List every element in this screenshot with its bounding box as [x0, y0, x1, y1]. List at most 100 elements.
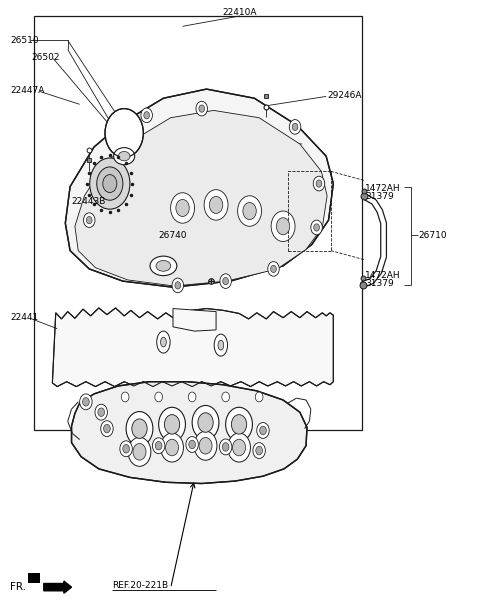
Circle shape: [260, 426, 266, 435]
Circle shape: [133, 444, 146, 460]
Polygon shape: [75, 111, 327, 286]
Circle shape: [84, 213, 95, 227]
Circle shape: [238, 196, 262, 226]
Circle shape: [123, 444, 130, 453]
Circle shape: [90, 158, 130, 209]
Circle shape: [231, 415, 247, 434]
Circle shape: [268, 262, 279, 276]
Circle shape: [161, 433, 183, 462]
Circle shape: [156, 441, 162, 450]
Circle shape: [98, 408, 105, 417]
Bar: [34, 16, 362, 431]
Circle shape: [101, 421, 113, 437]
Circle shape: [219, 439, 232, 455]
Circle shape: [83, 398, 89, 406]
Circle shape: [86, 216, 92, 224]
Circle shape: [188, 392, 196, 402]
Circle shape: [255, 392, 263, 402]
Text: 26502: 26502: [32, 53, 60, 62]
Circle shape: [199, 105, 204, 112]
Circle shape: [220, 274, 231, 288]
Circle shape: [153, 438, 165, 453]
Circle shape: [209, 196, 223, 213]
Ellipse shape: [156, 260, 171, 271]
Circle shape: [158, 408, 185, 441]
Circle shape: [222, 392, 229, 402]
Circle shape: [257, 423, 269, 439]
Circle shape: [256, 446, 263, 455]
Circle shape: [189, 440, 195, 448]
FancyArrow shape: [44, 581, 72, 593]
Text: REF.20-221B: REF.20-221B: [112, 582, 168, 590]
Text: 22441: 22441: [10, 313, 38, 322]
Circle shape: [126, 412, 153, 445]
Circle shape: [194, 431, 217, 460]
Circle shape: [141, 108, 153, 123]
Text: 31379: 31379: [365, 279, 394, 288]
Polygon shape: [52, 308, 333, 387]
Circle shape: [144, 112, 150, 119]
Circle shape: [164, 415, 180, 434]
Circle shape: [196, 101, 207, 116]
Text: 1472AH: 1472AH: [365, 184, 401, 193]
Text: 26510: 26510: [10, 36, 39, 45]
Circle shape: [316, 180, 322, 187]
Text: 1472AH: 1472AH: [365, 271, 401, 279]
Circle shape: [222, 442, 229, 451]
Bar: [288, 172, 331, 251]
Circle shape: [97, 167, 123, 200]
Circle shape: [170, 192, 194, 223]
Circle shape: [166, 439, 179, 456]
Circle shape: [289, 120, 301, 134]
Circle shape: [253, 442, 265, 458]
Circle shape: [292, 123, 298, 131]
Circle shape: [232, 439, 246, 456]
Text: 22443B: 22443B: [72, 197, 106, 207]
Text: 31379: 31379: [365, 192, 394, 202]
Circle shape: [204, 189, 228, 220]
Circle shape: [172, 278, 183, 293]
Text: FR.: FR.: [10, 582, 26, 592]
Circle shape: [199, 437, 212, 454]
Circle shape: [128, 437, 151, 466]
Circle shape: [243, 202, 256, 219]
Ellipse shape: [218, 340, 224, 350]
Circle shape: [175, 282, 180, 289]
Polygon shape: [65, 89, 333, 287]
Ellipse shape: [214, 334, 228, 356]
Circle shape: [120, 441, 132, 456]
Circle shape: [223, 277, 228, 285]
Circle shape: [104, 425, 110, 433]
Polygon shape: [72, 382, 307, 483]
Circle shape: [192, 406, 219, 439]
Text: 26710: 26710: [419, 231, 447, 240]
Circle shape: [311, 220, 323, 235]
Circle shape: [103, 175, 117, 192]
Polygon shape: [173, 309, 216, 331]
Bar: [28, 573, 40, 584]
Circle shape: [271, 211, 295, 241]
Ellipse shape: [150, 256, 177, 276]
Circle shape: [95, 404, 108, 420]
Circle shape: [121, 392, 129, 402]
Circle shape: [105, 109, 144, 158]
Ellipse shape: [160, 337, 166, 347]
Ellipse shape: [119, 152, 130, 161]
Text: 29246A: 29246A: [327, 90, 361, 100]
Ellipse shape: [157, 331, 170, 353]
Circle shape: [80, 394, 92, 410]
Circle shape: [176, 199, 189, 216]
Circle shape: [276, 218, 290, 235]
Circle shape: [226, 408, 252, 441]
Circle shape: [132, 419, 147, 439]
Circle shape: [228, 433, 251, 462]
Circle shape: [271, 265, 276, 273]
Text: 26740: 26740: [158, 231, 187, 240]
Circle shape: [186, 437, 198, 452]
Text: 22410A: 22410A: [223, 9, 257, 17]
Circle shape: [314, 224, 320, 231]
Circle shape: [198, 413, 213, 433]
Ellipse shape: [114, 148, 135, 165]
Circle shape: [313, 176, 324, 191]
Text: 22447A: 22447A: [10, 86, 45, 95]
